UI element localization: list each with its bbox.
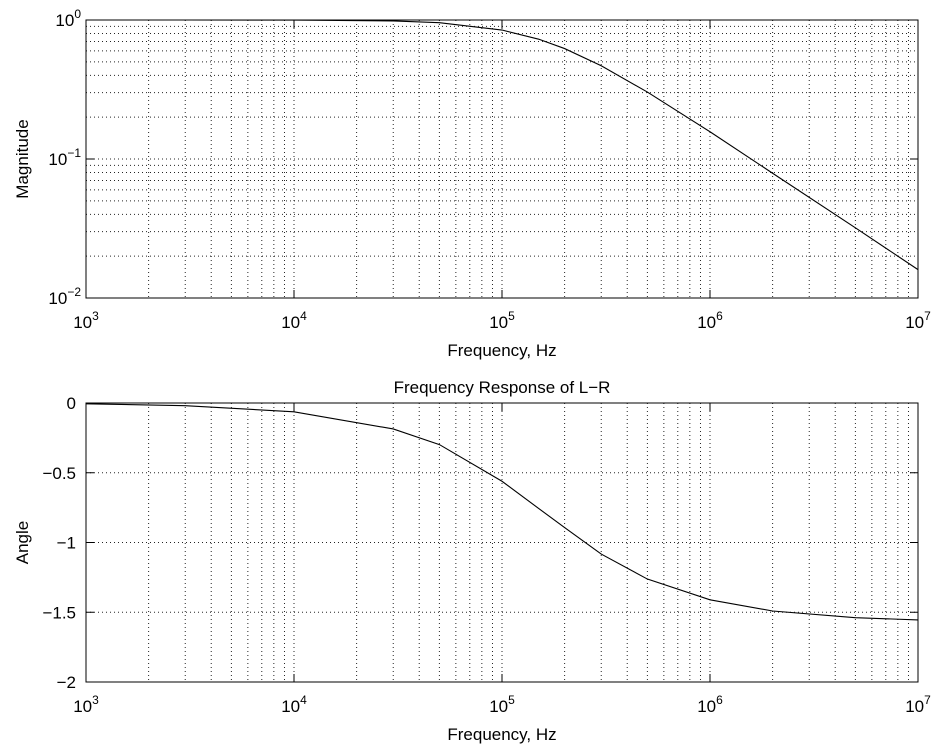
series-line	[85, 19, 919, 271]
x-tick-label: 107	[905, 693, 931, 716]
y-tick-label: 100	[55, 7, 81, 30]
x-tick-label: 103	[73, 693, 99, 716]
x-axis-label: Frequency, Hz	[447, 725, 556, 744]
x-tick-label: 103	[73, 309, 99, 332]
angle-chart: 103 104 105 106 107 0 −0.5 −1 −1.5 −2 Frequency, H…	[13, 378, 931, 744]
y-tick-label: 10−2	[48, 285, 81, 308]
series-line	[85, 403, 919, 621]
y-axis-label: Magnitude	[13, 119, 32, 198]
x-axis-label: Frequency, Hz	[447, 341, 556, 360]
y-axis-label: Angle	[13, 521, 32, 564]
y-tick-label: 10−1	[48, 146, 81, 169]
x-tick-label: 106	[697, 309, 723, 332]
chart-title: Frequency Response of L−R	[394, 378, 611, 397]
x-tick-label: 105	[489, 693, 515, 716]
y-tick-label: −1	[57, 534, 76, 553]
x-tick-label: 104	[281, 309, 307, 332]
magnitude-chart: 103 104 105 106 107 10−2 10−1 100 Frequency, Hz M…	[13, 7, 931, 360]
x-tick-label: 107	[905, 309, 931, 332]
x-tick-label: 106	[697, 693, 723, 716]
y-tick-label: −1.5	[42, 603, 76, 622]
y-tick-label: −2	[57, 673, 76, 692]
y-tick-label: −0.5	[42, 464, 76, 483]
y-tick-label: 0	[67, 394, 76, 413]
x-tick-label: 104	[281, 693, 307, 716]
x-tick-label: 105	[489, 309, 515, 332]
